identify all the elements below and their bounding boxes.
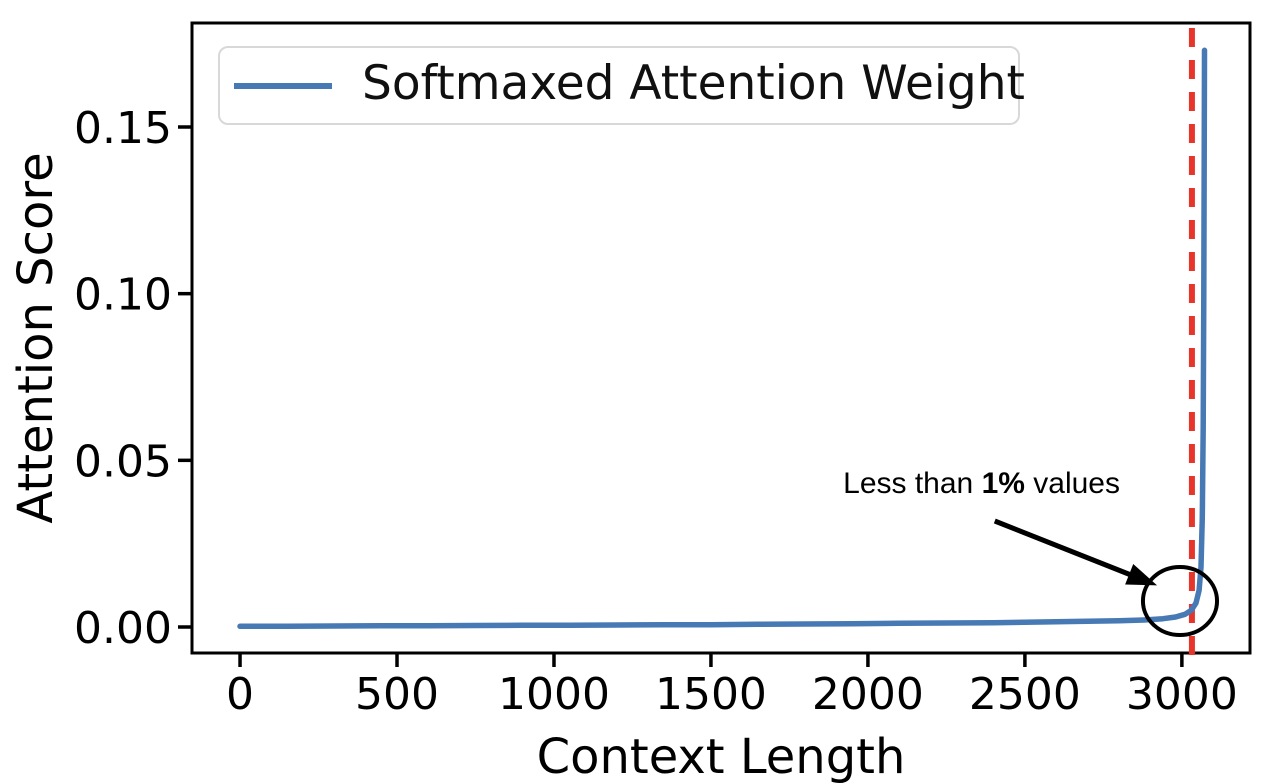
plot-spines <box>190 21 1252 655</box>
x-tick-label: 0 <box>226 669 254 720</box>
y-tick-label: 0.15 <box>74 103 172 154</box>
y-tick-label: 0.10 <box>74 270 172 321</box>
attention-weight-line <box>237 47 1208 630</box>
x-tick-label: 2500 <box>969 669 1081 720</box>
annotation-text: Less than 1% values <box>843 469 1120 499</box>
y-tick-label: 0.00 <box>74 603 172 654</box>
y-axis-label: Attention Score <box>8 152 64 524</box>
annotation-text-suffix: values <box>1024 467 1120 500</box>
annotation-circle <box>1140 565 1220 637</box>
y-tick-label: 0.05 <box>74 436 172 487</box>
x-tick-label: 1500 <box>655 669 767 720</box>
legend-label: Softmaxed Attention Weight <box>362 56 1025 111</box>
legend-line-swatch <box>234 82 332 89</box>
x-tick-label: 1000 <box>498 669 610 720</box>
annotation-text-prefix: Less than <box>843 467 982 500</box>
annotation-arrow-shaft <box>993 518 1134 579</box>
legend: Softmaxed Attention Weight <box>218 46 1025 125</box>
x-tick-label: 2000 <box>812 669 924 720</box>
x-axis-label: Context Length <box>536 729 906 783</box>
annotation-arrow-head <box>1125 564 1158 586</box>
x-tick-label: 3000 <box>1126 669 1238 720</box>
annotation-text-bold: 1% <box>981 467 1025 500</box>
x-tick-label: 500 <box>355 669 439 720</box>
